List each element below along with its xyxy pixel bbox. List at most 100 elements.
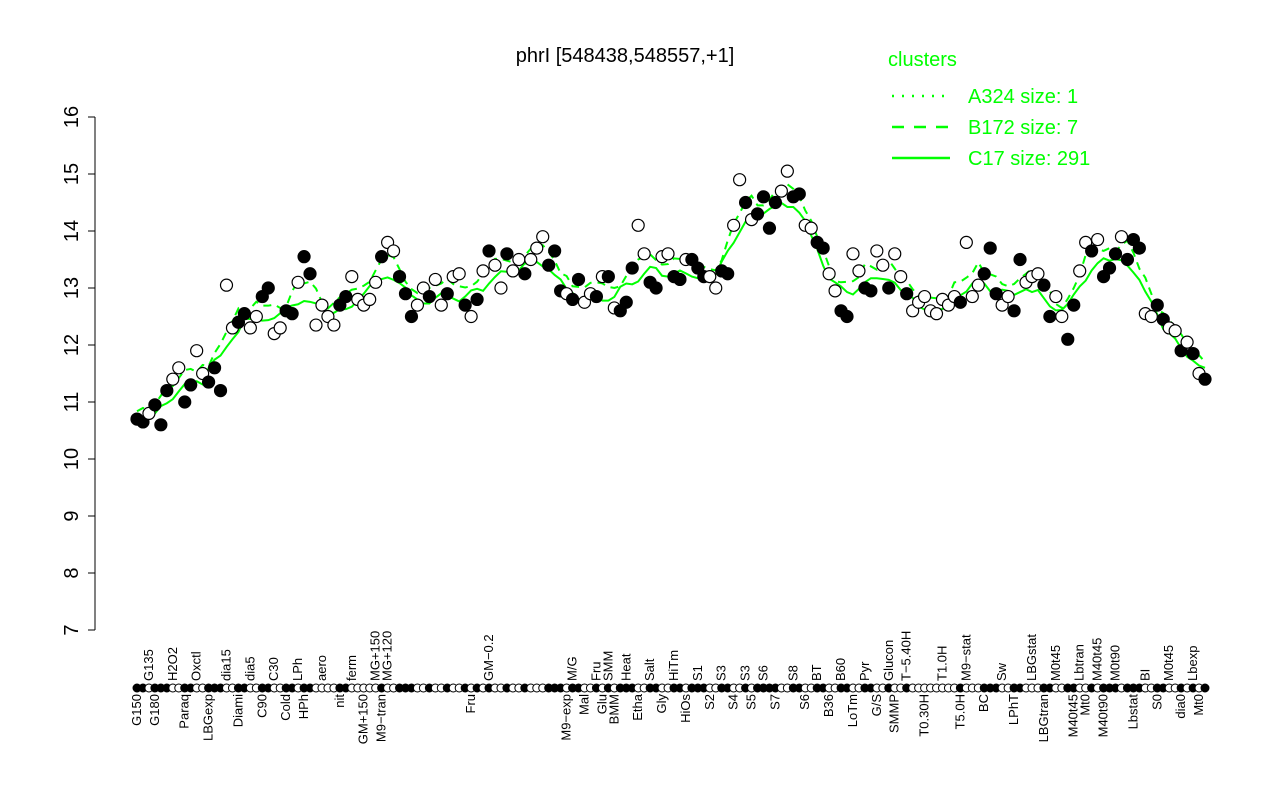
data-point (1085, 244, 1099, 258)
data-point (237, 307, 251, 321)
x-tick-label: S7 (767, 694, 782, 710)
data-point (756, 190, 771, 204)
data-point (571, 272, 586, 287)
data-point (1091, 232, 1105, 247)
data-point (637, 247, 651, 261)
data-point (363, 292, 377, 306)
x-tick-label: ferm (344, 655, 359, 681)
data-point (482, 244, 496, 258)
x-tick-label: GM+150 (356, 694, 371, 744)
data-point (822, 267, 836, 281)
data-point (1168, 324, 1182, 338)
data-point (733, 173, 747, 187)
data-point (148, 398, 162, 412)
x-tick-label: M9−tran (374, 694, 389, 742)
data-point (542, 258, 556, 272)
data-point (888, 247, 902, 261)
x-tick-label: Fru (463, 694, 478, 714)
data-point (1013, 252, 1027, 267)
data-point (774, 184, 788, 198)
data-point (303, 267, 317, 281)
x-tick-label: Paraq (177, 694, 192, 729)
x-tick-label: Glucon (881, 640, 896, 681)
data-point (864, 284, 878, 298)
x-tick-label: MG+120 (380, 631, 395, 681)
data-point (977, 267, 991, 281)
data-point (488, 258, 502, 272)
data-point (500, 247, 514, 261)
data-point (1043, 309, 1057, 324)
data-point (780, 164, 794, 178)
x-tick-label: Sw (994, 662, 1009, 681)
data-point (870, 244, 884, 258)
data-point (219, 278, 234, 292)
x-tick-label: S2 (702, 694, 717, 710)
data-point (876, 258, 890, 272)
data-point (285, 307, 299, 321)
x-tick-label: Diami (230, 694, 245, 727)
data-point (965, 289, 979, 304)
data-points (130, 164, 1212, 432)
y-tick-label: 12 (61, 334, 83, 356)
data-point (434, 298, 448, 312)
x-tick-label: HiOs (678, 694, 693, 723)
data-point (804, 221, 818, 235)
data-point (512, 252, 526, 267)
data-point (184, 378, 198, 392)
data-point (154, 418, 168, 432)
data-point (291, 275, 305, 289)
data-point (458, 298, 472, 312)
data-point (190, 344, 204, 358)
data-point (565, 292, 580, 306)
data-point (213, 384, 228, 398)
data-point (440, 287, 454, 301)
data-point (631, 218, 645, 232)
y-tick-label: 13 (61, 277, 83, 299)
x-tick-label: M9−exp (559, 694, 574, 741)
x-tick-label: dia0 (1173, 694, 1188, 719)
data-point (1180, 335, 1194, 349)
data-point (846, 247, 860, 261)
data-point (536, 230, 550, 244)
x-tick-label: S1 (690, 665, 705, 681)
data-point (464, 309, 478, 324)
x-tick-label: LPh (290, 658, 305, 681)
x-tick-label: S6 (797, 694, 812, 710)
y-tick-label: 11 (61, 392, 83, 413)
data-point (709, 281, 723, 295)
x-tick-label: GM−0.2 (481, 634, 496, 681)
x-tick-label: SMMP (887, 694, 902, 733)
x-tick-label: HPh (296, 694, 311, 719)
y-tick-label: 16 (61, 106, 83, 128)
x-tick-label: T0.30H (917, 694, 932, 737)
data-point (1108, 247, 1123, 261)
data-point (530, 241, 544, 255)
x-tick-label: T1.0H (934, 646, 949, 681)
data-point (1120, 252, 1135, 267)
x-tick-label: M/G (565, 656, 580, 681)
data-point (1150, 298, 1164, 312)
x-tick-label: G150 (129, 694, 144, 726)
data-point (428, 272, 442, 287)
data-point (339, 289, 353, 304)
data-point (917, 289, 932, 304)
data-point (160, 384, 174, 398)
data-point (178, 395, 192, 409)
data-point (476, 264, 490, 278)
data-point (1001, 289, 1015, 304)
data-point (1055, 309, 1069, 324)
x-tick-label: M0t90 (1108, 645, 1123, 681)
y-tick-label: 10 (61, 448, 83, 470)
data-point (959, 235, 973, 249)
data-point (619, 295, 633, 309)
data-point (1198, 372, 1212, 386)
data-point (327, 318, 341, 332)
x-tick-label: Lbstat (1125, 694, 1140, 730)
y-tick-label: 14 (61, 220, 83, 242)
legend: clusters A324 size: 1 B172 size: 7 C17 siz… (888, 49, 1090, 170)
x-tick-label: HiTm (666, 650, 681, 681)
legend-label: C17 size: 291 (968, 148, 1090, 170)
data-point (1186, 346, 1200, 361)
